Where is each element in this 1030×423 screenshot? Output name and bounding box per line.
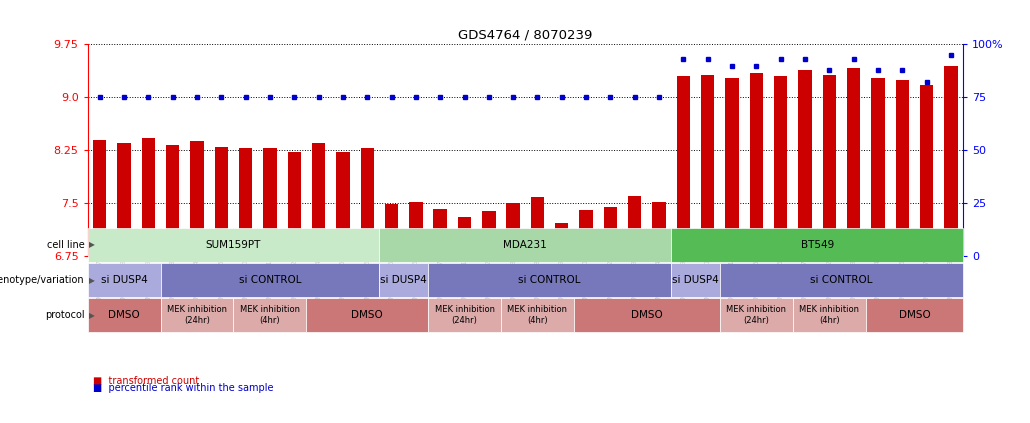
Bar bbox=[701, 75, 715, 256]
Bar bbox=[725, 77, 739, 256]
Text: MEK inhibition
(4hr): MEK inhibition (4hr) bbox=[799, 305, 859, 325]
Text: DMSO: DMSO bbox=[108, 310, 140, 320]
Bar bbox=[628, 196, 642, 256]
Text: MDA231: MDA231 bbox=[504, 240, 547, 250]
Text: SUM159PT: SUM159PT bbox=[206, 240, 262, 250]
Bar bbox=[166, 145, 179, 256]
Bar bbox=[336, 152, 349, 256]
Text: DMSO: DMSO bbox=[351, 310, 383, 320]
Bar bbox=[385, 204, 399, 256]
Bar bbox=[580, 210, 593, 256]
Text: ■  transformed count: ■ transformed count bbox=[93, 376, 199, 386]
Bar bbox=[920, 85, 933, 256]
Bar bbox=[750, 73, 763, 256]
Text: MEK inhibition
(24hr): MEK inhibition (24hr) bbox=[435, 305, 494, 325]
Text: si CONTROL: si CONTROL bbox=[811, 275, 872, 285]
Text: MEK inhibition
(24hr): MEK inhibition (24hr) bbox=[726, 305, 786, 325]
Bar bbox=[117, 143, 131, 256]
Text: BT549: BT549 bbox=[800, 240, 833, 250]
Bar bbox=[507, 203, 520, 256]
Bar bbox=[604, 206, 617, 256]
Text: ■  percentile rank within the sample: ■ percentile rank within the sample bbox=[93, 383, 273, 393]
Bar bbox=[530, 198, 544, 256]
Bar bbox=[871, 77, 885, 256]
Text: si CONTROL: si CONTROL bbox=[239, 275, 301, 285]
Text: ▶: ▶ bbox=[89, 310, 95, 320]
Text: ▶: ▶ bbox=[89, 275, 95, 285]
Bar bbox=[482, 212, 495, 256]
Bar bbox=[409, 202, 422, 256]
Text: genotype/variation: genotype/variation bbox=[0, 275, 84, 285]
Bar bbox=[214, 147, 228, 256]
Text: si DUSP4: si DUSP4 bbox=[380, 275, 427, 285]
Bar bbox=[312, 143, 325, 256]
Title: GDS4764 / 8070239: GDS4764 / 8070239 bbox=[458, 29, 592, 42]
Bar bbox=[652, 202, 665, 256]
Text: MEK inhibition
(24hr): MEK inhibition (24hr) bbox=[167, 305, 227, 325]
Bar bbox=[264, 148, 277, 256]
Bar bbox=[434, 209, 447, 256]
Bar bbox=[847, 68, 860, 256]
Text: DMSO: DMSO bbox=[898, 310, 930, 320]
Bar bbox=[239, 148, 252, 256]
Bar bbox=[457, 217, 471, 256]
Bar bbox=[93, 140, 106, 256]
Bar bbox=[142, 138, 156, 256]
Text: MEK inhibition
(4hr): MEK inhibition (4hr) bbox=[240, 305, 300, 325]
Bar bbox=[287, 152, 301, 256]
Text: MEK inhibition
(4hr): MEK inhibition (4hr) bbox=[508, 305, 568, 325]
Bar bbox=[191, 141, 204, 256]
Text: si DUSP4: si DUSP4 bbox=[673, 275, 719, 285]
Bar bbox=[895, 80, 908, 256]
Bar bbox=[798, 71, 812, 256]
Text: ▶: ▶ bbox=[89, 240, 95, 250]
Text: DMSO: DMSO bbox=[631, 310, 662, 320]
Text: protocol: protocol bbox=[45, 310, 84, 320]
Text: si CONTROL: si CONTROL bbox=[518, 275, 581, 285]
Text: cell line: cell line bbox=[46, 240, 84, 250]
Bar bbox=[774, 76, 787, 256]
Text: si DUSP4: si DUSP4 bbox=[101, 275, 147, 285]
Bar bbox=[360, 148, 374, 256]
Bar bbox=[945, 66, 958, 256]
Bar bbox=[823, 75, 836, 256]
Bar bbox=[677, 76, 690, 256]
Bar bbox=[555, 223, 569, 256]
